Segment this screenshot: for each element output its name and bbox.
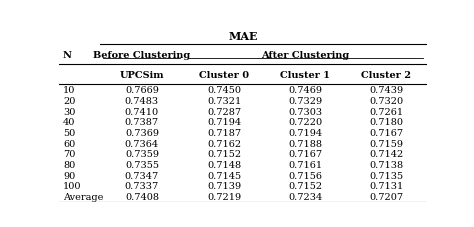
Text: 0.7410: 0.7410 (125, 107, 159, 116)
Text: 0.7450: 0.7450 (208, 86, 242, 95)
Text: Average: Average (63, 192, 103, 201)
Text: 0.7142: 0.7142 (369, 150, 403, 159)
Text: 50: 50 (63, 128, 75, 137)
Text: 0.7369: 0.7369 (125, 128, 159, 137)
Text: 0.7159: 0.7159 (369, 139, 403, 148)
Text: 60: 60 (63, 139, 75, 148)
Text: UPCSim: UPCSim (119, 70, 164, 79)
Text: 0.7152: 0.7152 (288, 182, 322, 190)
Text: 0.7188: 0.7188 (288, 139, 322, 148)
Text: 0.7669: 0.7669 (125, 86, 159, 95)
Text: 0.7219: 0.7219 (208, 192, 242, 201)
Text: 0.7303: 0.7303 (288, 107, 322, 116)
Text: 0.7207: 0.7207 (369, 192, 403, 201)
Text: 90: 90 (63, 171, 75, 180)
Text: 0.7194: 0.7194 (208, 118, 242, 127)
Text: 0.7287: 0.7287 (208, 107, 242, 116)
Text: 0.7483: 0.7483 (125, 96, 159, 105)
Text: 0.7135: 0.7135 (369, 171, 403, 180)
Text: 0.7355: 0.7355 (125, 160, 159, 169)
Text: 80: 80 (63, 160, 75, 169)
Text: 0.7359: 0.7359 (125, 150, 159, 159)
Text: 0.7156: 0.7156 (288, 171, 322, 180)
Text: 0.7337: 0.7337 (125, 182, 159, 190)
Text: 0.7145: 0.7145 (208, 171, 242, 180)
Text: 0.7320: 0.7320 (369, 96, 403, 105)
Text: 0.7439: 0.7439 (369, 86, 403, 95)
Text: 20: 20 (63, 96, 75, 105)
Text: 0.7387: 0.7387 (125, 118, 159, 127)
Text: 40: 40 (63, 118, 75, 127)
Text: 0.7131: 0.7131 (369, 182, 403, 190)
Text: 0.7220: 0.7220 (288, 118, 322, 127)
Text: MAE: MAE (228, 30, 258, 42)
Text: 0.7469: 0.7469 (288, 86, 322, 95)
Text: 0.7364: 0.7364 (125, 139, 159, 148)
Text: 10: 10 (63, 86, 75, 95)
Text: 0.7139: 0.7139 (208, 182, 242, 190)
Text: 0.7138: 0.7138 (369, 160, 403, 169)
Text: 0.7180: 0.7180 (369, 118, 403, 127)
Text: 0.7408: 0.7408 (125, 192, 159, 201)
Text: 30: 30 (63, 107, 75, 116)
Text: 0.7329: 0.7329 (288, 96, 322, 105)
Text: Cluster 2: Cluster 2 (361, 70, 411, 79)
Text: 0.7161: 0.7161 (288, 160, 322, 169)
Text: 0.7194: 0.7194 (288, 128, 322, 137)
Text: 0.7187: 0.7187 (208, 128, 242, 137)
Text: 0.7347: 0.7347 (125, 171, 159, 180)
Text: 70: 70 (63, 150, 75, 159)
Text: After Clustering: After Clustering (261, 50, 349, 59)
Text: 0.7321: 0.7321 (208, 96, 242, 105)
Text: Cluster 0: Cluster 0 (200, 70, 250, 79)
Text: 100: 100 (63, 182, 82, 190)
Text: 0.7234: 0.7234 (288, 192, 322, 201)
Text: Cluster 1: Cluster 1 (281, 70, 330, 79)
Text: 0.7162: 0.7162 (208, 139, 242, 148)
Text: 0.7261: 0.7261 (369, 107, 403, 116)
Text: 0.7167: 0.7167 (288, 150, 322, 159)
Text: 0.7148: 0.7148 (208, 160, 242, 169)
Text: N: N (63, 50, 72, 59)
Text: 0.7152: 0.7152 (208, 150, 242, 159)
Text: Before Clustering: Before Clustering (93, 50, 191, 59)
Text: 0.7167: 0.7167 (369, 128, 403, 137)
